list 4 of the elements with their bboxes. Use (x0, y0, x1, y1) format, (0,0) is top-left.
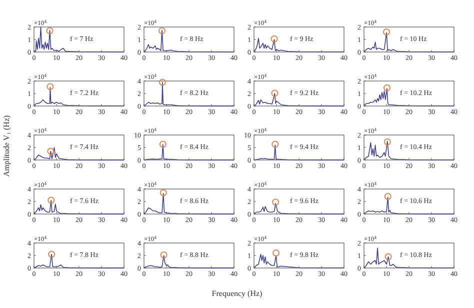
y-axis-title: Amplitude V₁ (Hz) (2, 115, 11, 177)
line-series (34, 26, 124, 52)
x-axis-title: Frequency (Hz) (212, 289, 263, 298)
line-series (364, 248, 454, 268)
